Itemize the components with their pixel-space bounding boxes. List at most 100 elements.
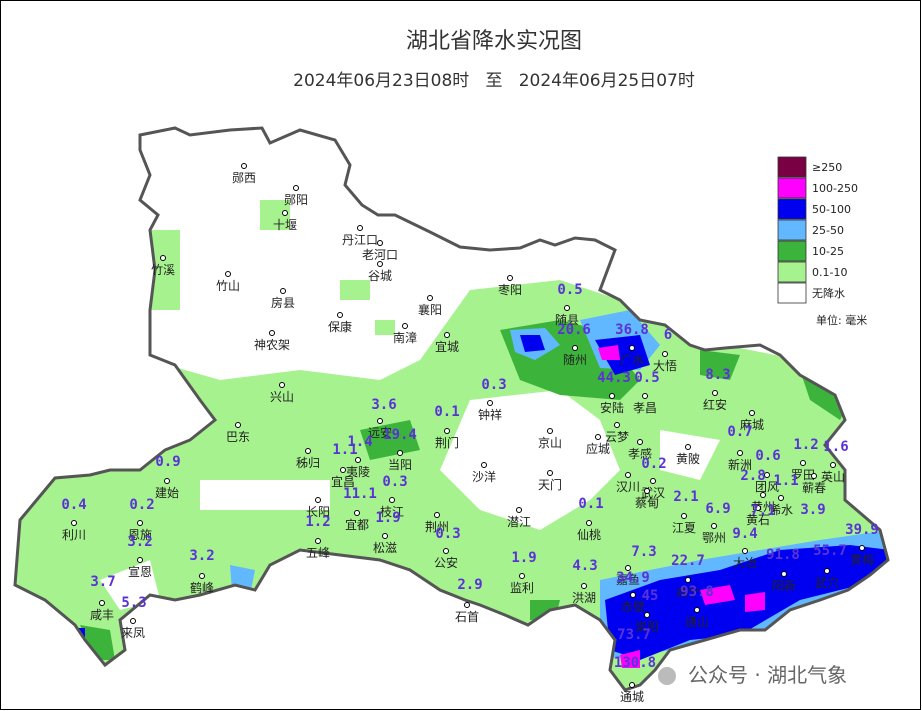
station-dot: [357, 225, 363, 231]
station-dot: [609, 393, 615, 399]
station-dot: [164, 478, 170, 484]
rainfall-value: 0.1: [578, 496, 603, 512]
station-dot: [711, 523, 717, 529]
station-name: 当阳: [388, 458, 412, 472]
station-dot: [625, 565, 631, 571]
station-name: 赤壁: [621, 599, 645, 614]
rainfall-value: 55.7: [813, 543, 847, 559]
station-name: 京山: [538, 436, 562, 450]
station-name: 谷城: [368, 269, 392, 283]
station-name: 老河口: [362, 248, 398, 262]
station-dot: [644, 488, 650, 494]
station-name: 江夏: [672, 521, 696, 535]
rainfall-value: 2.8: [740, 468, 765, 484]
rainfall-value: 6.9: [705, 501, 730, 517]
station-dot: [279, 382, 285, 388]
legend-label: 10-25: [812, 245, 844, 258]
station-name: 通城: [620, 690, 644, 704]
rainfall-value: 5.3: [121, 595, 146, 611]
station-name: 沙洋: [472, 469, 496, 484]
rainfall-value: 3.2: [127, 534, 152, 550]
legend-swatch: [777, 282, 807, 304]
station-dot: [340, 467, 346, 473]
station-dot: [337, 312, 343, 318]
station-dot: [199, 573, 205, 579]
station-name: 黄陂: [676, 451, 700, 466]
legend-label: 25-50: [812, 224, 844, 237]
station-dot: [354, 510, 360, 516]
legend-label: 无降水: [812, 286, 845, 300]
station-name: 荆门: [435, 435, 459, 450]
station-name: 通山: [685, 615, 709, 629]
station-dot: [269, 330, 275, 336]
station-dot: [712, 390, 718, 396]
station-dot: [760, 492, 766, 498]
station-name: 大悟: [653, 358, 677, 373]
station-dot: [71, 520, 77, 526]
legend-label: 100-250: [812, 182, 858, 195]
rainfall-value: 0.6: [755, 448, 780, 464]
legend-swatch: [777, 198, 807, 220]
station-dot: [572, 345, 578, 351]
station-name: 保康: [328, 319, 352, 334]
station-dot: [859, 545, 865, 551]
station-dot: [547, 470, 553, 476]
station-name: 长阳: [306, 505, 330, 519]
station-dot: [681, 513, 687, 519]
rainfall-value: 11.1: [343, 486, 377, 502]
station-dot: [397, 450, 403, 456]
station-dot: [800, 460, 806, 466]
rainfall-value: 36.8: [615, 322, 649, 338]
province-border: [13, 126, 890, 692]
rainfall-value: 1.6: [823, 439, 848, 455]
rainfall-value: 1.2: [793, 437, 818, 453]
rainfall-value: 4.3: [572, 558, 597, 574]
station-dot: [778, 495, 784, 501]
legend-label: ≥250: [812, 161, 842, 174]
station-name: 新洲: [728, 457, 752, 472]
station-name: 阳新: [772, 578, 796, 593]
station-dot: [581, 583, 587, 589]
station-dot: [377, 261, 383, 267]
station-dot: [434, 512, 440, 518]
station-dot: [830, 462, 836, 468]
station-dot: [742, 548, 748, 554]
station-dot: [464, 602, 470, 608]
station-dot: [315, 538, 321, 544]
station-name: 汉川: [616, 480, 640, 494]
rainfall-value: 22.7: [671, 553, 705, 569]
station-dot: [519, 573, 525, 579]
subtitle: 2024年06月23日08时 至 2024年06月25日07时: [293, 71, 695, 91]
station-dot: [377, 418, 383, 424]
station-dot: [644, 612, 650, 618]
station-name: 竹山: [216, 279, 240, 293]
rainfall-value: 7.3: [631, 544, 656, 560]
station-dot: [586, 520, 592, 526]
station-dot: [694, 607, 700, 613]
station-name: 宣恩: [128, 564, 152, 579]
rainfall-value: 39.9: [845, 522, 879, 538]
station-name: 大冶: [733, 556, 757, 570]
station-name: 巴东: [226, 430, 250, 444]
station-name: 黄梅: [850, 552, 874, 567]
station-dot: [650, 478, 656, 484]
rainfall-value: 0.2: [641, 456, 666, 472]
station-name: 随县: [555, 312, 579, 327]
station-name: 浠水: [769, 503, 793, 517]
rainfall-value: 0.2: [129, 497, 154, 513]
legend-swatch: [777, 156, 807, 178]
station-dot: [629, 345, 635, 351]
station-name: 郧阳: [284, 193, 308, 207]
rainfall-value: 7.1: [750, 503, 775, 519]
station-name: 兴山: [270, 390, 294, 404]
station-dot: [137, 557, 143, 563]
legend-swatch: [777, 219, 807, 241]
rainfall-value: 1.2: [305, 514, 330, 530]
legend-swatch: [777, 261, 807, 283]
rainfall-value: 2.9: [457, 577, 482, 593]
station-name: 随州: [563, 352, 587, 367]
rainfall-value: 2.1: [673, 489, 698, 505]
station-dot: [235, 422, 241, 428]
station-name: 枝江: [380, 504, 404, 519]
rainfall-value: 1.9: [511, 550, 536, 566]
